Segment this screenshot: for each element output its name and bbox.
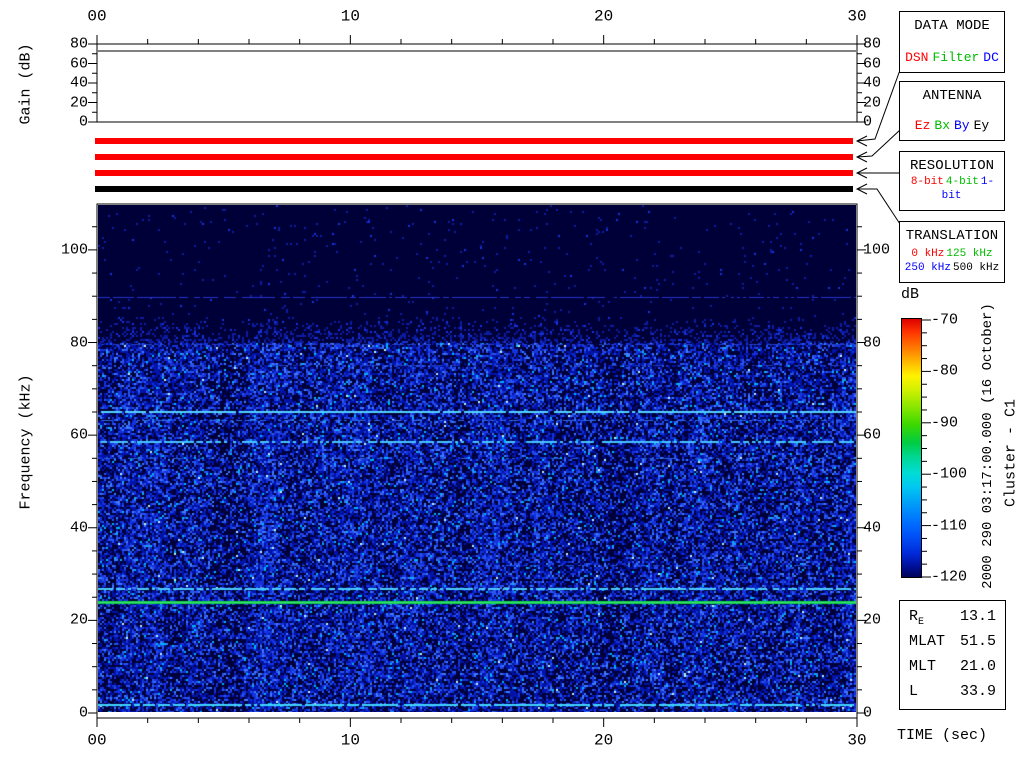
bottom-time-tick-label: 00 (87, 731, 107, 750)
freq-tick-label-left: 0 (78, 704, 88, 722)
top-time-tick-label: 00 (87, 7, 107, 26)
bottom-time-tick-label: 20 (594, 731, 614, 750)
legend-box-resolution: RESOLUTION 8-bit 4-bit 1-bit (899, 151, 1005, 211)
colorbar-tick-label: -80 (931, 362, 959, 380)
top-time-tick-label: 30 (847, 7, 867, 26)
legend-box-antenna: ANTENNA Ez Bx By Ey (899, 81, 1005, 141)
gain-tick-label-left: 40 (69, 74, 88, 92)
datetime-label: 2000 290 03:17:00.000 (16 October) (980, 303, 996, 589)
ephemeris-label: MLAT (909, 632, 946, 650)
legend-title: ANTENNA (922, 88, 982, 104)
legend-values: DSN Filter DC (900, 50, 1004, 72)
ephemeris-row: L 33.9 (909, 683, 996, 703)
connector-resolution (855, 167, 900, 179)
antenna-bar (95, 154, 853, 160)
legend-box-data-mode: DATA MODE DSN Filter DC (899, 11, 1005, 73)
legend-item-250-khz: 250 kHz (904, 262, 951, 274)
ephemeris-box: RE 13.1 MLAT 51.5 MLT 21.0 L 33.9 (899, 600, 1006, 710)
freq-tick-label-right: 0 (863, 704, 873, 722)
spacecraft-label: Cluster - C1 (1002, 398, 1020, 508)
time-axis-title: TIME (sec) (897, 727, 988, 744)
freq-tick-label-left: 20 (69, 611, 88, 629)
legend-item-0-khz: 0 kHz (911, 248, 945, 260)
legend-item-8-bit: 8-bit (910, 176, 944, 188)
ephemeris-row: MLAT 51.5 (909, 633, 996, 653)
gain-tick-label-right: 80 (863, 35, 882, 53)
legend-item-by: By (954, 118, 970, 133)
ephemeris-row: MLT 21.0 (909, 658, 996, 678)
bottom-time-tick-label: 30 (847, 731, 867, 750)
gain-tick-label-left: 80 (69, 35, 88, 53)
ephemeris-label: MLT (909, 657, 937, 675)
freq-tick-label-right: 60 (863, 426, 882, 444)
top-time-tick-label: 20 (594, 7, 614, 26)
freq-tick-label-right: 40 (863, 519, 882, 537)
colorbar-tick-label: -100 (931, 465, 968, 483)
colorbar-tick-label: -110 (931, 517, 968, 535)
legend-item-ey: Ey (973, 118, 990, 133)
legend-title: RESOLUTION (909, 158, 994, 174)
legend-item-4-bit: 4-bit (945, 176, 979, 188)
legend-item-filter: Filter (932, 50, 980, 65)
bottom-time-tick-label: 10 (340, 731, 360, 750)
legend-values: 0 kHz 125 kHz 250 kHz 500 kHz (900, 247, 1004, 282)
colorbar-units-label: dB (901, 286, 920, 303)
connector-antenna (855, 129, 901, 163)
ephemeris-label: L (909, 682, 919, 700)
gain-panel-frame (96, 43, 858, 123)
ephemeris-value: 33.9 (959, 682, 996, 700)
gain-tick-label-left: 60 (69, 55, 88, 72)
gain-tick-label-right: 0 (863, 113, 873, 131)
gain-tick-label-left: 20 (69, 94, 88, 111)
translation-bar (95, 186, 853, 192)
colorbar-tick-label: -120 (931, 568, 968, 586)
legend-title: DATA MODE (914, 18, 990, 34)
freq-tick-label-right: 100 (863, 241, 891, 259)
ephemeris-row: RE 13.1 (909, 608, 996, 628)
freq-tick-label-right: 20 (863, 611, 882, 629)
colorbar (901, 318, 922, 578)
gain-tick-label-right: 20 (863, 94, 882, 111)
freq-tick-label-left: 60 (69, 426, 88, 444)
ephemeris-value: 51.5 (959, 632, 996, 650)
legend-item-500-khz: 500 kHz (953, 262, 1000, 274)
connector-translation (855, 183, 901, 225)
top-time-tick-label: 10 (340, 7, 360, 26)
freq-tick-label-left: 40 (69, 519, 88, 537)
freq-tick-label-left: 80 (69, 334, 88, 352)
freq-tick-label-left: 100 (60, 241, 88, 259)
ephemeris-label: RE (909, 607, 925, 628)
legend-item-1-bit: 1-bit (941, 176, 995, 202)
data-mode-bar (95, 138, 853, 144)
legend-item-dsn: DSN (905, 50, 929, 65)
legend-item-dc: DC (983, 50, 999, 65)
legend-values: Ez Bx By Ey (900, 118, 1004, 140)
freq-tick-label-right: 80 (863, 334, 882, 352)
resolution-bar (95, 170, 853, 176)
ephemeris-value: 21.0 (959, 657, 996, 675)
spectrogram-canvas (98, 205, 856, 712)
legend-item-ez: Ez (914, 118, 931, 133)
legend-item-bx: Bx (934, 118, 950, 133)
legend-title: TRANSLATION (905, 228, 999, 244)
gain-tick-label-left: 0 (78, 113, 88, 131)
colorbar-tick-label: -90 (931, 414, 959, 432)
colorbar-tick-label: -70 (931, 311, 959, 329)
legend-box-translation: TRANSLATION 0 kHz 125 kHz 250 kHz 500 kHz (899, 221, 1005, 283)
legend-values: 8-bit 4-bit 1-bit (900, 175, 1004, 210)
ephemeris-value: 13.1 (959, 607, 996, 625)
gain-tick-label-right: 60 (863, 55, 882, 72)
legend-item-125-khz: 125 kHz (946, 248, 993, 260)
gain-tick-label-right: 40 (863, 74, 882, 92)
